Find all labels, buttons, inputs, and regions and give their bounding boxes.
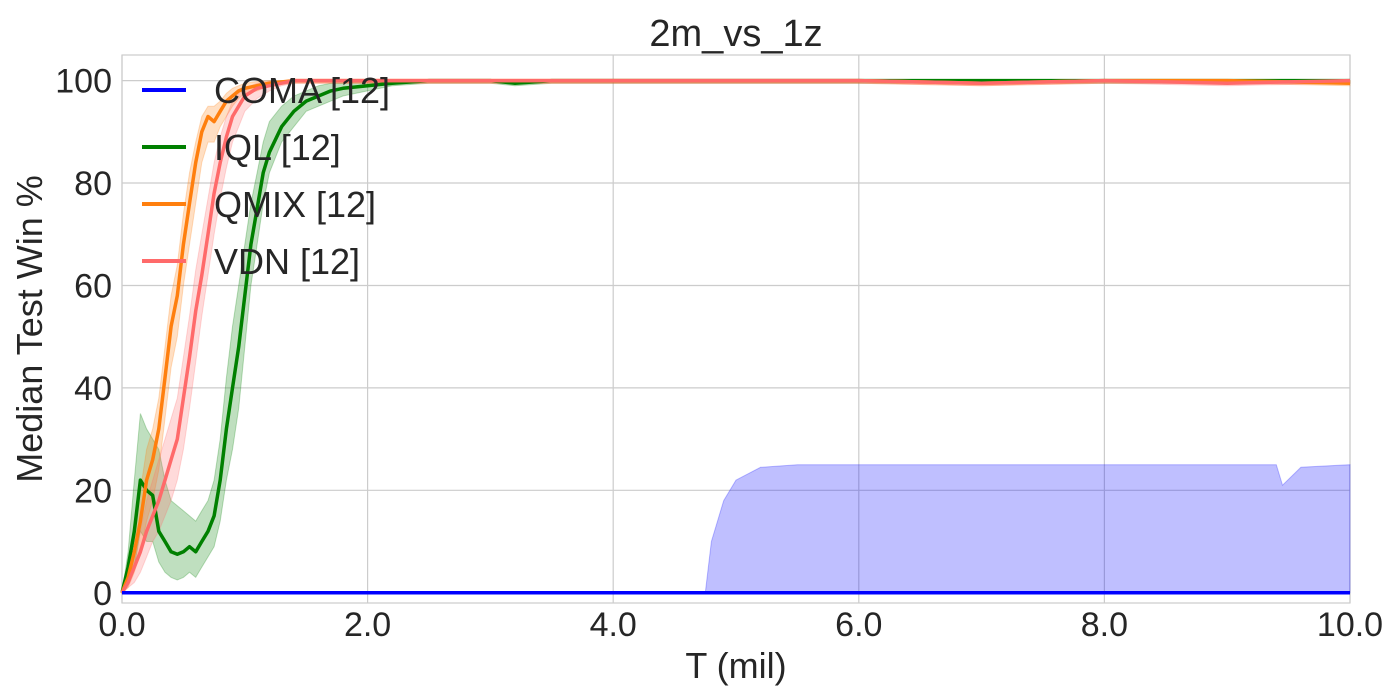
y-tick-label: 100: [55, 63, 112, 101]
y-tick-label: 60: [74, 267, 112, 305]
x-tick-labels: 0.0 2.0 4.0 6.0 8.0 10.0: [98, 606, 1383, 644]
x-tick-label: 8.0: [1081, 606, 1128, 644]
y-tick-label: 40: [74, 370, 112, 408]
y-tick-label: 0: [93, 575, 112, 613]
plot-background: [121, 54, 1351, 604]
x-tick-label: 2.0: [344, 606, 391, 644]
chart-title: 2m_vs_1z: [649, 13, 822, 55]
legend-label-vdn: VDN [12]: [214, 241, 360, 282]
series-lines: [120, 78, 1351, 595]
x-tick-label: 0.0: [98, 606, 145, 644]
x-tick-label: 6.0: [835, 606, 882, 644]
legend-label-coma: COMA [12]: [214, 70, 390, 111]
legend-label-iql: IQL [12]: [214, 127, 341, 168]
x-axis-title: T (mil): [685, 645, 786, 686]
y-tick-label: 20: [74, 472, 112, 510]
y-tick-label: 80: [74, 165, 112, 203]
legend-label-qmix: QMIX [12]: [214, 184, 376, 225]
series-line-vdn: [120, 78, 1351, 594]
x-tick-label: 10.0: [1317, 606, 1383, 644]
y-axis-title: Median Test Win %: [9, 175, 50, 482]
x-tick-label: 4.0: [590, 606, 637, 644]
y-tick-labels: 0 20 40 60 80 100: [55, 63, 112, 613]
legend: COMA [12] IQL [12] QMIX [12] VDN [12]: [142, 70, 390, 282]
